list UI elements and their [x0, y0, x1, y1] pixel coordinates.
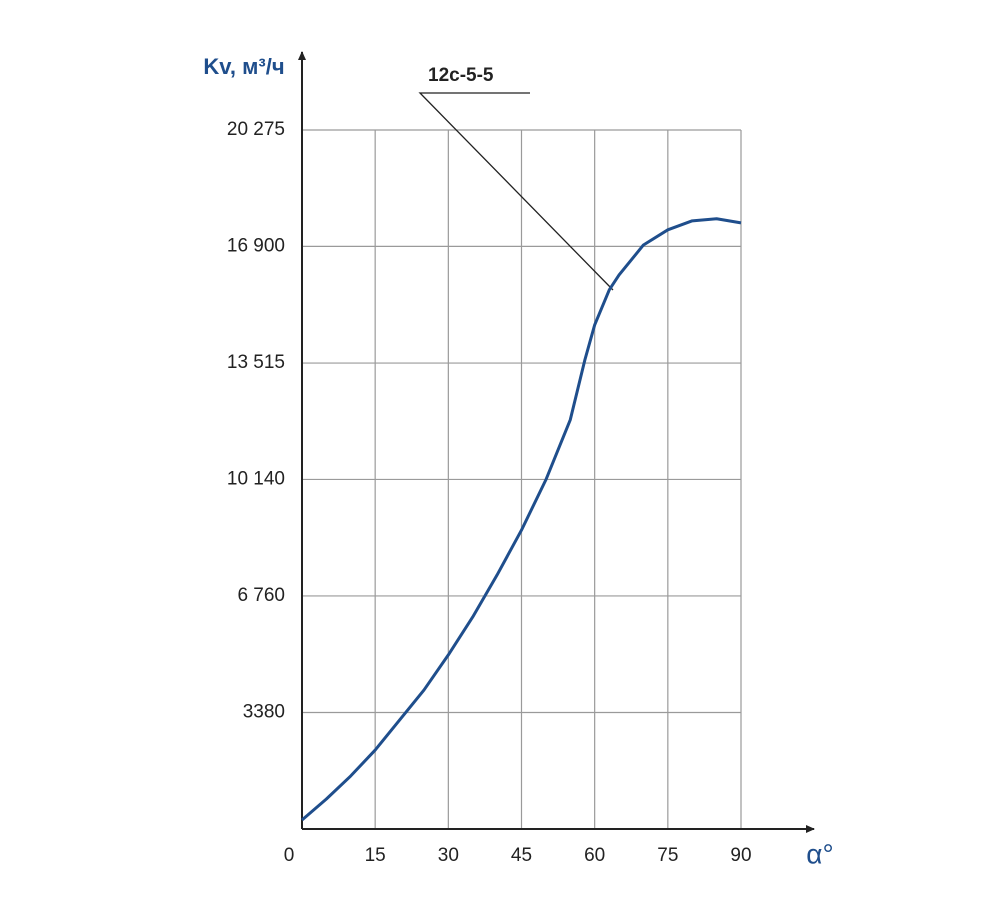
x-tick-label: 60 — [584, 845, 605, 866]
y-tick-label: 6 760 — [237, 585, 285, 606]
annotation: 12c-5-5 — [428, 65, 494, 86]
x-tick-label: 90 — [730, 845, 751, 866]
leader-line — [418, 92, 614, 291]
x-tick-label: 15 — [365, 845, 386, 866]
x-axis-label: α° — [806, 838, 833, 869]
x-tick-label: 0 — [284, 845, 295, 866]
x-tick-label: 30 — [438, 845, 459, 866]
y-tick-label: 16 900 — [227, 235, 285, 256]
x-tick-label: 75 — [657, 845, 678, 866]
y-tick-label: 20 275 — [227, 119, 285, 140]
y-tick-label: 3380 — [243, 701, 285, 722]
y-tick-label: 10 140 — [227, 468, 285, 489]
data-line — [301, 217, 742, 822]
y-axis-label: Kv, м³/ч — [203, 54, 284, 79]
y-tick-label: 13 515 — [227, 352, 285, 373]
x-tick-label: 45 — [511, 845, 532, 866]
